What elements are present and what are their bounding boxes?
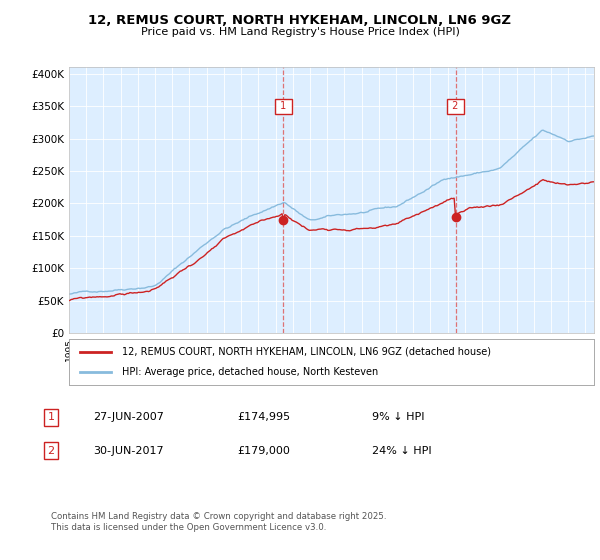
Text: 12, REMUS COURT, NORTH HYKEHAM, LINCOLN, LN6 9GZ (detached house): 12, REMUS COURT, NORTH HYKEHAM, LINCOLN,… [121, 347, 491, 357]
Text: 30-JUN-2017: 30-JUN-2017 [93, 446, 164, 456]
Text: £174,995: £174,995 [237, 412, 290, 422]
Text: Contains HM Land Registry data © Crown copyright and database right 2025.
This d: Contains HM Land Registry data © Crown c… [51, 512, 386, 532]
Text: HPI: Average price, detached house, North Kesteven: HPI: Average price, detached house, Nort… [121, 367, 378, 377]
Text: 1: 1 [277, 101, 290, 111]
Text: £179,000: £179,000 [237, 446, 290, 456]
Text: 1: 1 [47, 412, 55, 422]
Text: 2: 2 [47, 446, 55, 456]
Text: 12, REMUS COURT, NORTH HYKEHAM, LINCOLN, LN6 9GZ: 12, REMUS COURT, NORTH HYKEHAM, LINCOLN,… [89, 14, 511, 27]
Text: 27-JUN-2007: 27-JUN-2007 [93, 412, 164, 422]
Text: 24% ↓ HPI: 24% ↓ HPI [372, 446, 431, 456]
Text: 2: 2 [449, 101, 462, 111]
Text: 9% ↓ HPI: 9% ↓ HPI [372, 412, 425, 422]
Text: Price paid vs. HM Land Registry's House Price Index (HPI): Price paid vs. HM Land Registry's House … [140, 27, 460, 37]
